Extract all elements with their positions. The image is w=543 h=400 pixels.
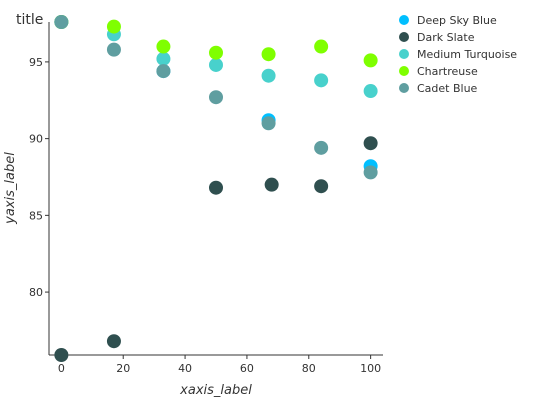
legend-swatch-dark-slate (399, 32, 409, 42)
point-dark-slate (314, 179, 329, 194)
y-tick-label: 95 (29, 56, 43, 69)
y-tick-label: 85 (29, 209, 43, 222)
point-medium-turquoise (314, 73, 329, 88)
point-dark-slate (54, 348, 69, 362)
y-axis-ticks: 80 85 90 95 (29, 56, 49, 299)
point-medium-turquoise (261, 68, 276, 83)
legend: Deep Sky Blue Dark Slate Medium Turquoise C… (399, 14, 517, 95)
point-dark-slate (106, 334, 121, 349)
point-chartreuse (314, 39, 329, 54)
point-medium-turquoise (209, 57, 223, 72)
point-dark-slate (363, 136, 378, 151)
y-tick-label: 90 (29, 133, 43, 146)
x-axis-title: xaxis_label (179, 383, 252, 398)
data-points (54, 15, 378, 362)
chart-title: title (16, 12, 43, 28)
legend-label-cadet-blue: Cadet Blue (417, 82, 478, 95)
point-medium-turquoise (363, 84, 378, 99)
point-cadet-blue (54, 15, 69, 29)
point-chartreuse (106, 19, 121, 34)
legend-label-dark-slate: Dark Slate (417, 31, 475, 44)
x-tick-label: 80 (302, 362, 316, 375)
point-cadet-blue (156, 64, 171, 79)
legend-swatch-medium-turquoise (399, 49, 409, 59)
point-cadet-blue (363, 165, 378, 180)
x-tick-label: 20 (116, 362, 130, 375)
legend-swatch-chartreuse (399, 66, 409, 76)
point-medium-turquoise (156, 51, 171, 66)
point-chartreuse (363, 53, 378, 68)
point-cadet-blue (261, 116, 276, 131)
legend-label-deep-sky-blue: Deep Sky Blue (417, 14, 497, 27)
x-tick-label: 60 (240, 362, 254, 375)
point-chartreuse (156, 39, 171, 54)
point-dark-slate (209, 180, 223, 195)
x-tick-label: 40 (178, 362, 192, 375)
point-cadet-blue (209, 90, 223, 105)
y-tick-label: 80 (29, 286, 43, 299)
point-cadet-blue (106, 42, 121, 57)
legend-label-chartreuse: Chartreuse (417, 65, 478, 78)
x-tick-label: 100 (360, 362, 381, 375)
point-chartreuse (261, 47, 276, 62)
y-axis-title: yaxis_label (3, 152, 18, 225)
x-axis-ticks: 0 20 40 60 80 100 (58, 355, 381, 375)
point-dark-slate (264, 177, 279, 192)
legend-swatch-deep-sky-blue (399, 15, 409, 25)
point-cadet-blue (314, 140, 329, 155)
legend-label-medium-turquoise: Medium Turquoise (417, 48, 517, 61)
x-tick-label: 0 (58, 362, 65, 375)
point-chartreuse (209, 45, 223, 60)
legend-swatch-cadet-blue (399, 83, 409, 93)
